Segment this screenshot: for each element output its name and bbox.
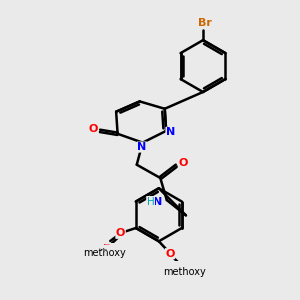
Text: O: O	[89, 124, 98, 134]
Text: methoxy: methoxy	[164, 267, 206, 277]
Text: O: O	[165, 249, 175, 259]
Text: methoxy: methoxy	[99, 245, 105, 246]
Text: H: H	[147, 196, 154, 206]
Text: N: N	[137, 142, 147, 152]
Text: methoxy: methoxy	[83, 248, 126, 258]
Text: N: N	[153, 196, 162, 206]
Text: methoxy: methoxy	[107, 249, 114, 250]
Text: N: N	[166, 127, 175, 137]
Text: Br: Br	[197, 18, 212, 28]
Text: O: O	[178, 158, 188, 168]
Text: methoxy: methoxy	[101, 249, 108, 250]
Text: methoxy: methoxy	[105, 243, 111, 244]
Text: methoxy: methoxy	[102, 246, 109, 247]
Text: O: O	[116, 228, 125, 238]
Text: methoxy: methoxy	[104, 244, 111, 245]
